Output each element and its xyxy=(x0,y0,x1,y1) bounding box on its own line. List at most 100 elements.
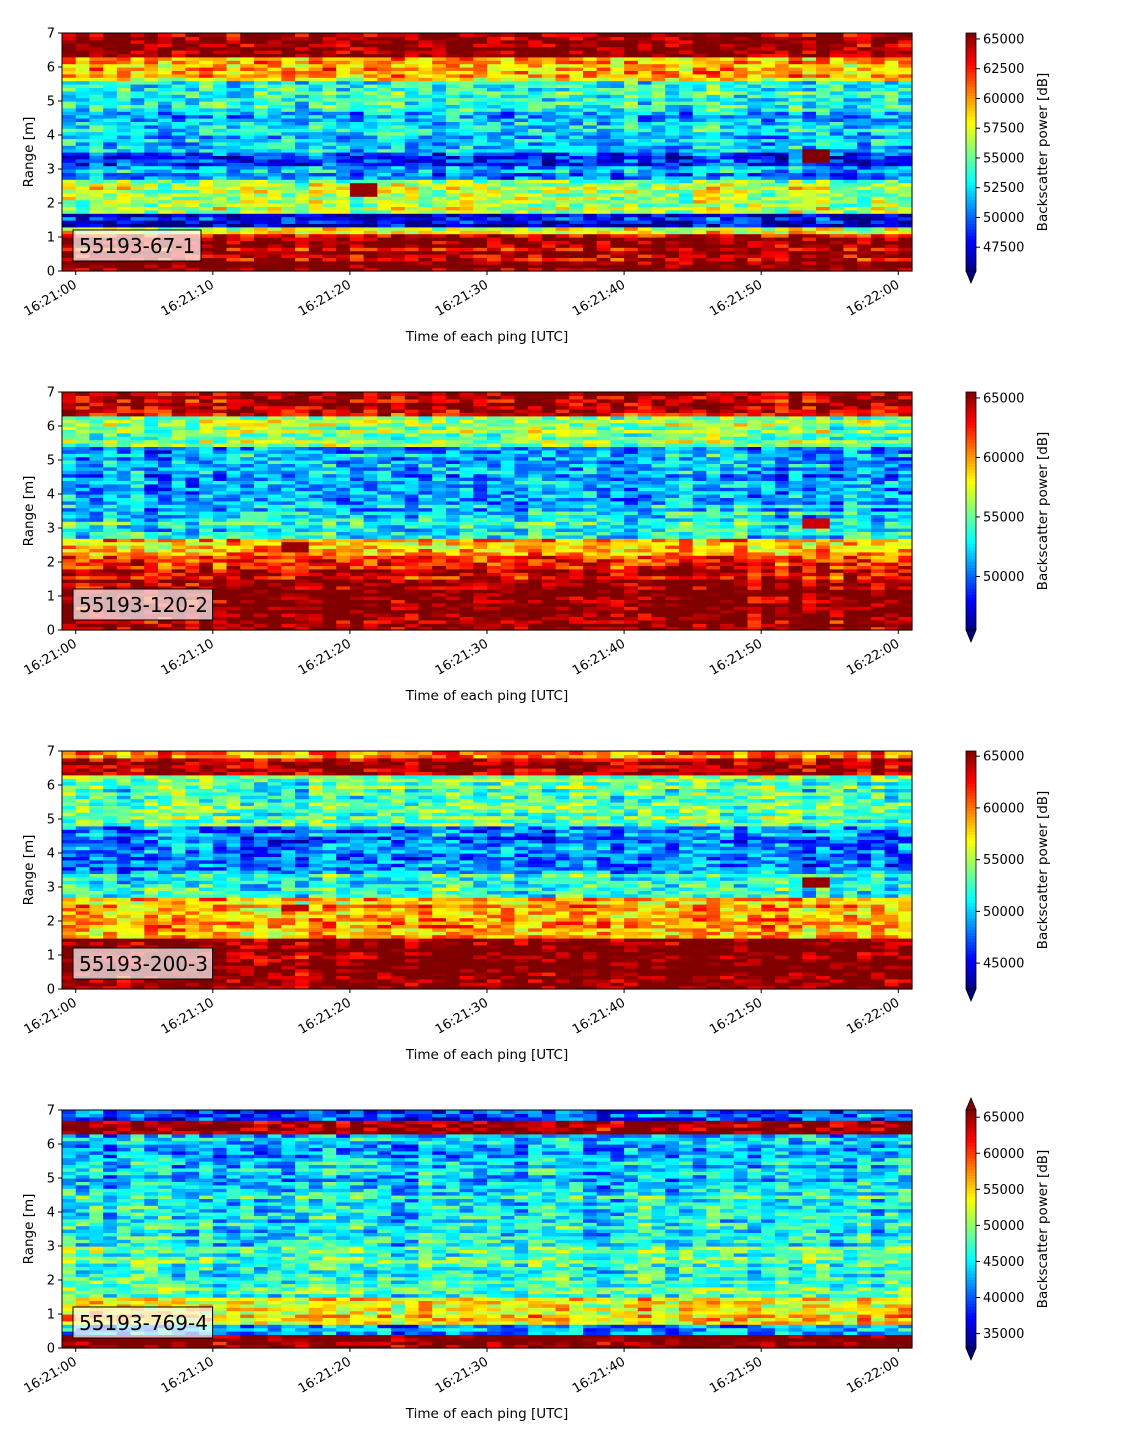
heatmap-cell xyxy=(610,166,624,170)
heatmap-cell xyxy=(213,142,227,146)
heatmap-cell xyxy=(158,217,172,221)
heatmap-cell xyxy=(569,251,583,255)
heatmap-cell xyxy=(871,193,885,197)
heatmap-cell xyxy=(336,251,350,255)
heatmap-cell xyxy=(747,33,761,37)
heatmap-cell xyxy=(843,159,857,163)
heatmap-cell xyxy=(706,193,720,197)
heatmap-cell xyxy=(885,264,899,268)
heatmap-cell xyxy=(802,132,816,136)
heatmap-cell xyxy=(199,183,213,187)
heatmap-cell xyxy=(610,227,624,231)
heatmap-cell xyxy=(556,193,570,197)
heatmap-cell xyxy=(213,149,227,153)
heatmap-cell xyxy=(624,149,638,153)
heatmap-cell xyxy=(309,200,323,204)
colorbar-segment xyxy=(966,60,976,63)
heatmap-cell xyxy=(843,193,857,197)
heatmap-cell xyxy=(199,159,213,163)
heatmap-cell xyxy=(871,200,885,204)
heatmap-cell xyxy=(460,251,474,255)
heatmap-cell xyxy=(377,166,391,170)
heatmap-cell xyxy=(638,244,652,248)
heatmap-cell xyxy=(446,33,460,37)
heatmap-cell xyxy=(679,142,693,146)
heatmap-cell xyxy=(62,183,76,187)
heatmap-cell xyxy=(227,244,241,248)
heatmap-cell xyxy=(391,244,405,248)
heatmap-cell xyxy=(254,176,268,180)
heatmap-cell xyxy=(898,33,912,37)
heatmap-cell xyxy=(144,33,158,37)
colorbar-segment xyxy=(966,220,976,223)
heatmap-cell xyxy=(638,200,652,204)
heatmap-cell xyxy=(816,183,830,187)
heatmap-cell xyxy=(871,227,885,231)
heatmap-cell xyxy=(103,217,117,221)
heatmap-cell xyxy=(597,200,611,204)
heatmap-cell xyxy=(652,264,666,268)
heatmap-cell xyxy=(898,234,912,238)
heatmap-cell xyxy=(679,264,693,268)
heatmap-cell xyxy=(556,244,570,248)
heatmap-cell xyxy=(281,217,295,221)
heatmap-cell xyxy=(830,33,844,37)
heatmap-cell xyxy=(199,149,213,153)
heatmap-cell xyxy=(254,193,268,197)
heatmap-cell xyxy=(172,264,186,268)
heatmap-cell xyxy=(213,159,227,163)
heatmap-cell xyxy=(624,227,638,231)
heatmap-cell xyxy=(227,159,241,163)
heatmap-cell xyxy=(460,33,474,37)
heatmap-cell xyxy=(199,166,213,170)
heatmap-cell xyxy=(761,200,775,204)
heatmap-cell xyxy=(391,200,405,204)
heatmap-cell xyxy=(720,176,734,180)
colorbar-segment xyxy=(966,235,976,238)
heatmap-cell xyxy=(898,217,912,221)
heatmap-cell xyxy=(473,193,487,197)
heatmap-cell xyxy=(885,132,899,136)
heatmap-cell xyxy=(309,176,323,180)
heatmap-cell xyxy=(775,33,789,37)
heatmap-cell xyxy=(460,183,474,187)
heatmap-cell xyxy=(377,210,391,214)
heatmap-cell xyxy=(418,33,432,37)
heatmap-cell xyxy=(761,159,775,163)
colorbar-segment xyxy=(966,194,976,197)
colorbar-segment xyxy=(966,241,976,244)
colorbar-segment xyxy=(966,170,976,173)
heatmap-cell xyxy=(898,132,912,136)
heatmap-cell xyxy=(405,142,419,146)
heatmap-cell xyxy=(665,193,679,197)
heatmap-cell xyxy=(693,200,707,204)
heatmap-cell xyxy=(857,193,871,197)
heatmap-cell xyxy=(213,234,227,238)
colorbar-tick-label: 50000 xyxy=(983,211,1024,226)
heatmap-cell xyxy=(131,149,145,153)
colorbar-segment xyxy=(966,122,976,125)
heatmap-cell xyxy=(802,210,816,214)
heatmap-cell xyxy=(761,217,775,221)
heatmap-cell xyxy=(597,244,611,248)
heatmap-cell xyxy=(172,210,186,214)
heatmap-cell xyxy=(761,227,775,231)
heatmap-cell xyxy=(802,183,816,187)
heatmap-cell xyxy=(830,200,844,204)
heatmap-cell xyxy=(473,183,487,187)
heatmap-cell xyxy=(377,200,391,204)
heatmap-cell xyxy=(131,176,145,180)
heatmap-cell xyxy=(898,159,912,163)
heatmap-cell xyxy=(706,251,720,255)
heatmap-cell xyxy=(336,227,350,231)
heatmap-cell xyxy=(364,176,378,180)
heatmap-cell xyxy=(322,234,336,238)
heatmap-cell xyxy=(514,210,528,214)
heatmap-cell xyxy=(364,183,378,187)
heatmap-cell xyxy=(569,132,583,136)
heatmap-cell xyxy=(610,149,624,153)
heatmap-cell xyxy=(76,149,90,153)
heatmap-cell xyxy=(364,251,378,255)
heatmap-cell xyxy=(734,149,748,153)
heatmap-cell xyxy=(610,176,624,180)
